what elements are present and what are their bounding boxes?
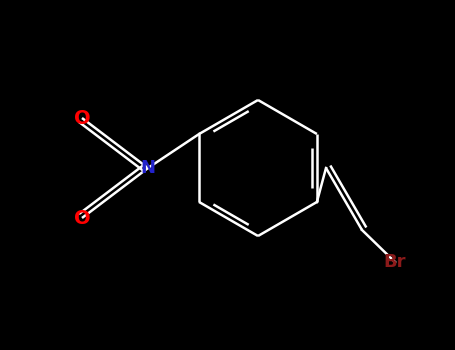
Text: O: O — [74, 209, 90, 228]
Text: N: N — [141, 159, 156, 177]
Text: Br: Br — [384, 253, 406, 271]
Text: O: O — [74, 108, 90, 127]
